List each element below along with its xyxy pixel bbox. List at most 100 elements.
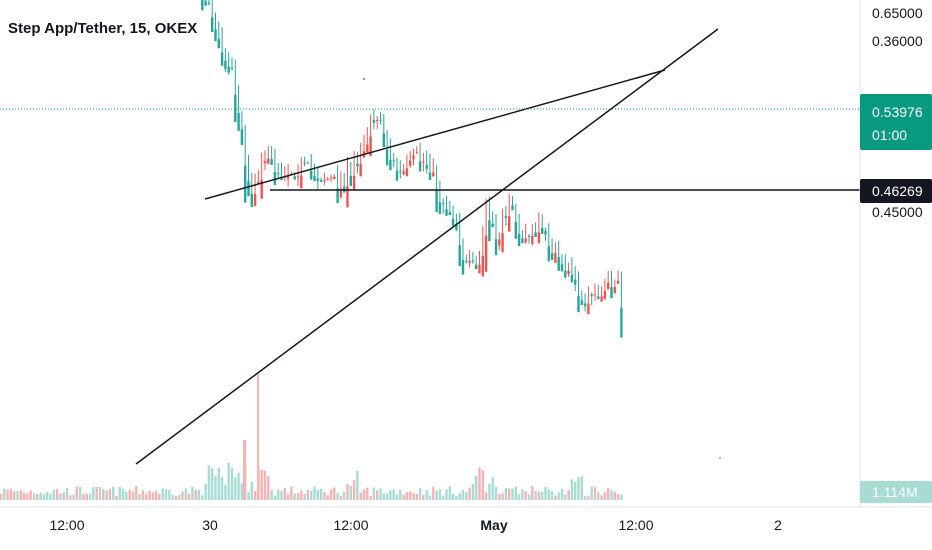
candle-body	[385, 149, 389, 166]
volume-bar	[491, 477, 494, 500]
volume-bar	[402, 494, 405, 500]
candle-body	[260, 179, 263, 199]
volume-bar	[42, 494, 46, 500]
volume-bar	[481, 469, 484, 500]
candle-body	[544, 231, 547, 235]
volume-bar	[475, 475, 478, 500]
volume-bar	[547, 489, 550, 500]
volume-bar	[85, 493, 88, 500]
candle-body	[250, 193, 253, 207]
volume-bar	[187, 493, 191, 500]
volume-bar	[514, 486, 517, 500]
candle-body	[517, 234, 521, 247]
rising-wedge-lower-line[interactable]	[135, 28, 719, 465]
candle-body	[501, 233, 504, 253]
candle-body	[491, 223, 494, 228]
candle-body	[234, 94, 237, 123]
volume-bar	[211, 468, 214, 500]
volume-bar	[267, 476, 270, 500]
volume-bar	[168, 489, 171, 500]
candle-body	[303, 162, 306, 164]
volume-bar	[0, 493, 3, 500]
candle-body	[514, 222, 517, 239]
candle-body	[356, 163, 359, 167]
volume-bar	[75, 486, 79, 500]
candle-body	[557, 257, 560, 271]
drawings[interactable]	[135, 28, 860, 465]
volume-bar	[560, 488, 564, 500]
volume-bar	[336, 492, 339, 500]
candle-body	[524, 238, 527, 243]
candle-body	[504, 216, 508, 219]
volume-bar	[616, 494, 620, 500]
volume-bar	[227, 462, 230, 500]
candle-body	[217, 38, 220, 49]
volume-bar	[527, 494, 531, 500]
candle-body	[244, 165, 247, 203]
volume-bar	[26, 493, 29, 500]
candle-body	[273, 172, 277, 186]
time-tick-label: 12:00	[49, 517, 84, 533]
volume-bar	[326, 495, 329, 500]
volume-bar	[455, 495, 458, 500]
volume-bar	[194, 489, 197, 500]
volume-bar	[125, 491, 128, 500]
volume-bar	[300, 490, 303, 500]
candle-body	[336, 188, 339, 203]
volume-bar	[112, 486, 115, 500]
time-tick-label: 30	[202, 517, 218, 533]
candle-body	[616, 280, 620, 284]
last-price-value: 0.53976	[872, 104, 923, 120]
volume-bar	[6, 489, 9, 500]
volume-bar	[544, 486, 547, 500]
candle-body	[547, 246, 550, 262]
volume-bar	[346, 483, 349, 500]
candle-body	[455, 224, 458, 231]
candle-body	[366, 144, 369, 153]
volume-bar	[158, 493, 161, 500]
rising-wedge-upper-line[interactable]	[204, 69, 666, 200]
volume-label: 1.114M	[860, 481, 932, 503]
volume-bar	[352, 480, 356, 500]
candle-body	[306, 162, 310, 164]
candle-body	[448, 212, 451, 216]
candle-body	[204, 1, 207, 6]
candle-body	[207, 2, 211, 4]
candle-body	[339, 188, 343, 197]
volume-bar	[174, 495, 178, 500]
candle-body	[230, 67, 234, 70]
volume-bar	[46, 491, 49, 500]
candle-body	[392, 160, 395, 162]
volume-bar	[339, 495, 343, 500]
volume-bar	[234, 477, 237, 500]
price-scale[interactable]	[860, 0, 932, 507]
volume-bar	[277, 489, 280, 500]
drawing-dot	[363, 78, 365, 80]
candle-body	[603, 291, 607, 300]
candle-body	[359, 163, 362, 177]
candle-body	[451, 218, 455, 226]
volume-bar	[534, 490, 537, 500]
volume-bar	[494, 486, 498, 500]
volume-bar	[425, 490, 428, 500]
volume-bar	[323, 492, 326, 500]
candle-body	[267, 158, 270, 164]
volume-bar	[567, 490, 570, 500]
volume-bar	[118, 486, 121, 500]
volume-bar	[415, 494, 418, 500]
volume-bar	[511, 488, 514, 500]
volume-bar	[19, 490, 22, 500]
candle-body	[527, 235, 531, 237]
volume-bar	[409, 491, 412, 500]
time-scale[interactable]	[0, 507, 932, 550]
volume-bar	[286, 494, 290, 500]
volume-bar	[577, 477, 580, 500]
volume-bar	[541, 491, 544, 500]
volume-bar	[593, 486, 597, 500]
candle-body	[494, 239, 498, 256]
volume-bar	[432, 487, 435, 500]
volume-bar	[82, 493, 85, 500]
candle-body	[465, 260, 468, 262]
volume-bar	[92, 487, 95, 500]
